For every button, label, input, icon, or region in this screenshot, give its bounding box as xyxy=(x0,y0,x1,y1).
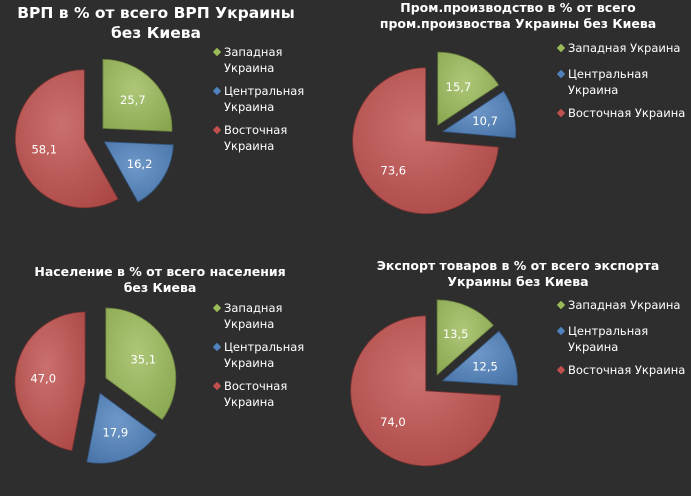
chart-panel-grp: ВРП в % от всего ВРП Украины без Киева 2… xyxy=(0,0,345,248)
legend-marker-icon xyxy=(556,43,566,53)
chart-panel-population: Население в % от всего населения без Кие… xyxy=(0,248,345,496)
pie-slice-central xyxy=(441,90,517,139)
pie-slice-central xyxy=(86,392,157,464)
chart-legend: Западная Украина Центральная Украина Восточ… xyxy=(556,40,686,131)
legend-marker-icon xyxy=(556,300,566,310)
pie-slice-west xyxy=(436,299,494,376)
pie-slice-central xyxy=(441,330,518,386)
pie-chart: 25,7 16,2 58,1 xyxy=(14,58,174,209)
legend-label: Восточная Украина xyxy=(568,363,686,377)
legend-marker-icon xyxy=(212,125,222,135)
chart-panel-industry: Пром.производство в % от всего пром.прои… xyxy=(345,0,690,248)
legend-item-east: Восточная Украина xyxy=(556,105,686,121)
data-label-central: 10,7 xyxy=(472,114,498,128)
legend-label: Западная Украина xyxy=(568,41,681,55)
legend-item-central: Центральная Украина xyxy=(556,66,685,98)
data-label-west: 13,5 xyxy=(443,327,469,341)
chart-title-line: пром.произвоства Украины без Киева xyxy=(379,16,657,31)
legend-marker-icon xyxy=(212,47,222,57)
chart-title-line: Украины без Киева xyxy=(447,274,589,289)
pie-slice-east xyxy=(14,69,119,209)
legend-label: Украина xyxy=(224,139,275,153)
chart-panel-export: Экспорт товаров в % от всего экспорта Ук… xyxy=(345,248,690,496)
legend-marker-icon xyxy=(556,365,566,375)
chart-legend: Западная Украина Центральная Украина Восточн… xyxy=(212,300,305,417)
pie-slice-west xyxy=(102,58,173,132)
chart-title-line: без Киева xyxy=(123,280,197,295)
chart-title-line: Пром.производство в % от всего xyxy=(400,0,636,15)
legend-label: Украина xyxy=(224,61,275,75)
pie-slice-central xyxy=(103,141,174,203)
data-label-west: 35,1 xyxy=(130,352,156,366)
chart-title-line: Экспорт товаров в % от всего экспорта xyxy=(376,258,660,273)
legend-label: Украина xyxy=(224,395,275,409)
legend-label: Украина xyxy=(568,83,619,97)
legend-label: Украина xyxy=(224,100,275,114)
legend-label: Центральная xyxy=(568,324,649,338)
legend-item-east: Восточная Украина xyxy=(212,122,304,154)
legend-item-west: Западная Украина xyxy=(212,300,304,332)
legend-marker-icon xyxy=(556,326,566,336)
legend-label: Украина xyxy=(224,356,275,370)
data-label-east: 73,6 xyxy=(381,164,407,178)
chart-title: ВРП в % от всего ВРП Украины без Киева xyxy=(0,4,312,44)
pie-slice-west xyxy=(105,307,177,421)
legend-marker-icon xyxy=(212,342,222,352)
chart-title-line: Население в % от всего населения xyxy=(34,264,286,279)
chart-title: Население в % от всего населения без Кие… xyxy=(0,264,320,296)
legend-item-central: Центральная Украина xyxy=(556,323,685,355)
pie-slice-east xyxy=(14,311,86,452)
pie-chart: 13,5 12,5 74,0 xyxy=(350,299,518,467)
legend-item-west: Западная Украина xyxy=(556,40,685,56)
legend-label: Западная Украина xyxy=(568,298,681,312)
chart-legend: Западная Украина Центральная Украина Восточн… xyxy=(212,44,305,161)
legend-label: Восточная xyxy=(224,123,288,137)
chart-title: Экспорт товаров в % от всего экспорта Ук… xyxy=(353,258,683,290)
data-label-central: 12,5 xyxy=(472,360,498,374)
chart-title: Пром.производство в % от всего пром.прои… xyxy=(353,0,683,32)
data-label-west: 25,7 xyxy=(120,93,146,107)
pie-chart: 15,7 10,7 73,6 xyxy=(352,51,517,215)
legend-item-east: Восточная Украина xyxy=(212,378,304,410)
chart-title-line: без Киева xyxy=(110,23,202,42)
legend-marker-icon xyxy=(212,303,222,313)
legend-marker-icon xyxy=(212,381,222,391)
legend-label: Восточная xyxy=(224,379,288,393)
legend-label: Западная xyxy=(224,301,283,315)
legend-item-central: Центральная Украина xyxy=(212,83,305,115)
legend-label: Украина xyxy=(568,340,619,354)
data-label-east: 58,1 xyxy=(31,143,57,157)
chart-legend: Западная Украина Центральная Украина Восточ… xyxy=(556,297,686,388)
legend-item-central: Центральная Украина xyxy=(212,339,305,371)
data-label-east: 47,0 xyxy=(30,371,56,385)
legend-label: Западная xyxy=(224,45,283,59)
legend-item-west: Западная Украина xyxy=(556,297,685,313)
data-label-central: 16,2 xyxy=(127,157,153,171)
pie-slice-east xyxy=(350,315,501,467)
legend-label: Восточная Украина xyxy=(568,106,686,120)
legend-label: Центральная xyxy=(224,84,305,98)
legend-item-west: Западная Украина xyxy=(212,44,304,76)
legend-label: Центральная xyxy=(568,67,649,81)
pie-chart: 35,1 17,9 47,0 xyxy=(14,307,177,464)
legend-label: Украина xyxy=(224,317,275,331)
legend-marker-icon xyxy=(556,69,566,79)
data-label-central: 17,9 xyxy=(103,426,129,440)
legend-item-east: Восточная Украина xyxy=(556,362,686,378)
chart-title-line: ВРП в % от всего ВРП Украины xyxy=(17,4,295,22)
data-label-west: 15,7 xyxy=(446,80,472,94)
data-label-east: 74,0 xyxy=(380,415,406,429)
legend-label: Центральная xyxy=(224,340,305,354)
pie-slice-west xyxy=(437,51,500,126)
legend-marker-icon xyxy=(212,86,222,96)
legend-marker-icon xyxy=(556,108,566,118)
pie-slice-east xyxy=(352,67,499,215)
